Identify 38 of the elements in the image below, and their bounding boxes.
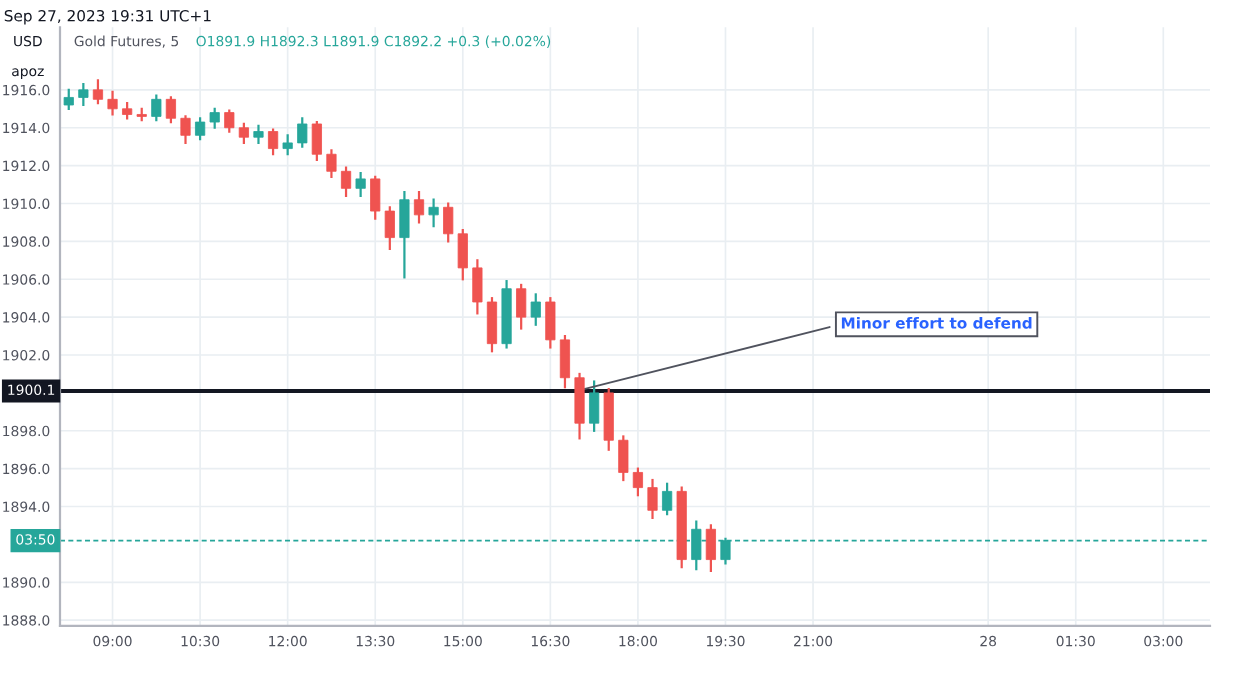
candlestick [618, 435, 629, 482]
candlestick [267, 128, 279, 156]
candlestick [589, 380, 600, 432]
candlestick [151, 94, 162, 122]
candlestick [78, 83, 89, 107]
candlestick [472, 259, 483, 315]
candlestick [370, 175, 381, 220]
candlestick [355, 172, 366, 198]
candlestick [574, 372, 585, 440]
candlestick [486, 297, 498, 353]
candlestick [632, 467, 644, 497]
candlestick [516, 283, 527, 330]
candlestick [282, 134, 293, 156]
candlestick [399, 191, 410, 279]
candlestick [253, 124, 264, 144]
candlestick [428, 198, 439, 228]
candlestick [326, 149, 337, 179]
candlestick [384, 206, 395, 251]
candlestick [165, 96, 176, 124]
candlestick [311, 120, 322, 162]
candlestick [530, 293, 541, 326]
candlestick [705, 524, 716, 573]
candlestick [195, 117, 206, 141]
candlestick [662, 482, 673, 516]
candlestick [63, 88, 74, 110]
candlestick [297, 117, 308, 148]
candlestick [107, 90, 118, 116]
candlestick [238, 122, 249, 144]
candlestick [92, 79, 104, 105]
candlestick [647, 478, 658, 520]
candlestick [413, 191, 425, 224]
candlestick [340, 166, 352, 198]
candlestick [209, 107, 220, 129]
candlestick [603, 388, 614, 451]
candlestick [545, 297, 556, 349]
candlestick [224, 109, 235, 133]
candlestick [180, 115, 191, 144]
candlestick [559, 334, 571, 389]
